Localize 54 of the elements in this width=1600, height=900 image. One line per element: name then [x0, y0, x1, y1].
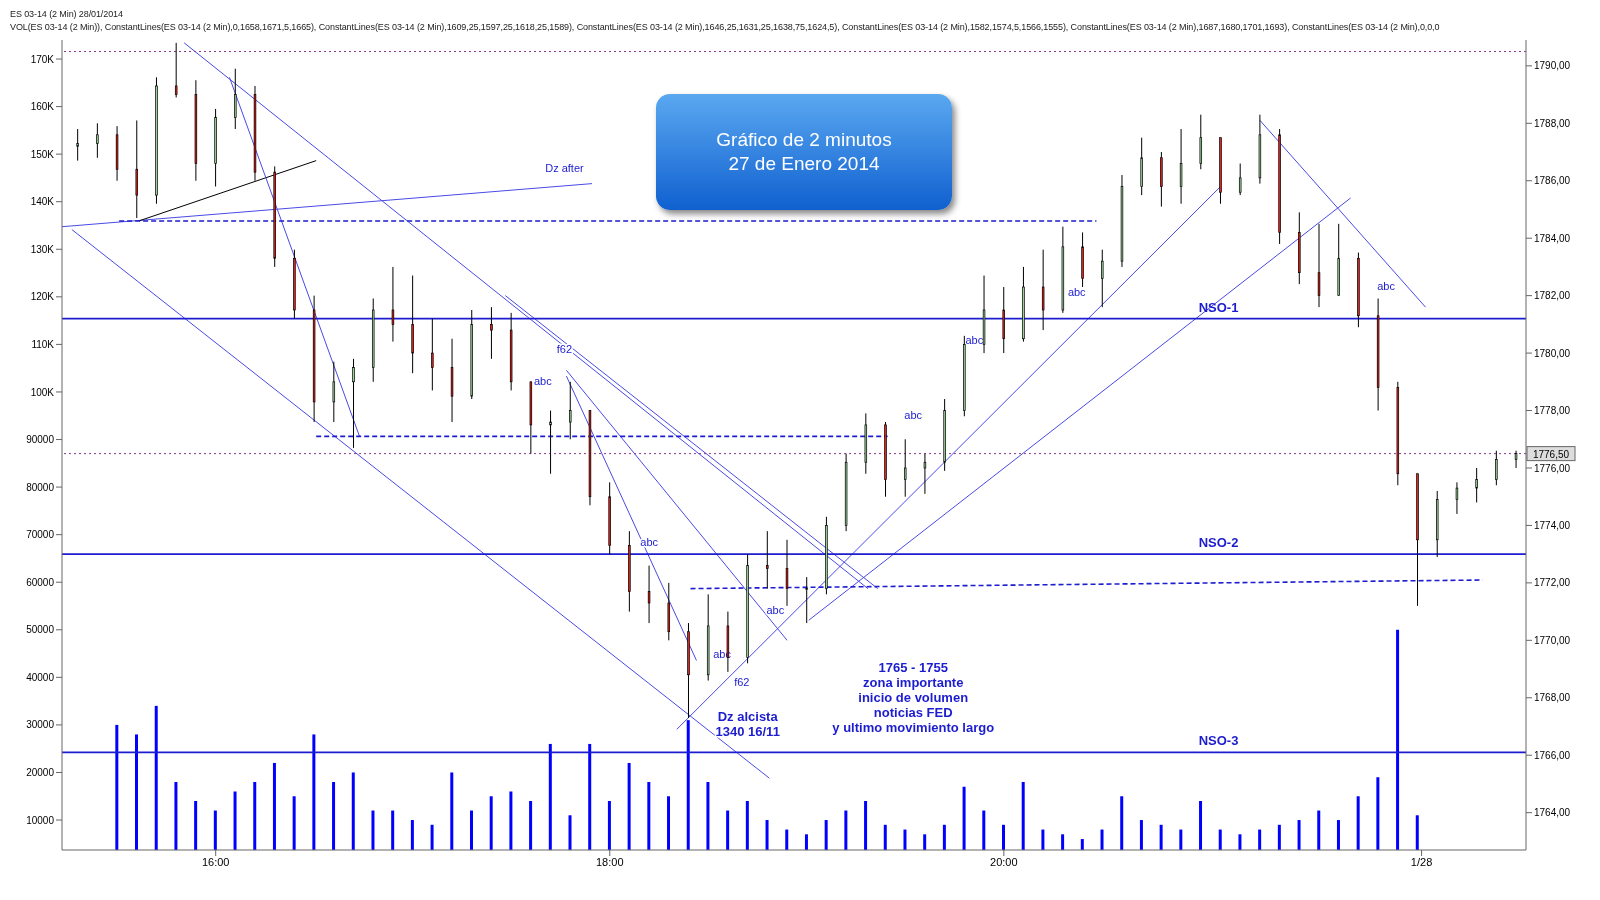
y2-tick-label: 1776,00: [1534, 462, 1571, 474]
y2-tick-label: 1772,00: [1534, 577, 1571, 589]
ref-line-label: 1776,50: [1532, 448, 1570, 460]
annotation: Dz after: [545, 162, 585, 175]
annotation: abc: [904, 409, 923, 422]
y-tick-label: 40000: [26, 671, 55, 683]
y2-tick-label: 1778,00: [1534, 405, 1571, 417]
y2-tick-label: 1774,00: [1534, 519, 1571, 531]
x-tick-label: 18:00: [596, 855, 624, 868]
y-tick-label: 30000: [26, 719, 55, 731]
annotation: abc: [1067, 285, 1087, 298]
y-tick-label: 150K: [30, 148, 55, 160]
x-tick-label: 1/28: [1410, 855, 1433, 868]
y2-tick-label: 1786,00: [1534, 175, 1571, 187]
y2-tick-label: 1766,00: [1534, 749, 1571, 761]
text: VOL(ES 03-14 (2 Min)), ConstantLines(ES 03-14 (2 Min),0,1658,1671,5,1665), ConstantLines(ES 03-14 (2 Min),1609,25,1597,25,1618,25,1589), ConstantLines(ES 03-14 (2 Min),1646,25,1631,25,1638,75,1624,5), ConstantLines(ES 03-14 (2 Min),1582,1574,5,1566,1555), ConstantLines(ES 03-14 (2 Min),1687,1680,1701,1693), ConstantLines(ES 03-14 (2 Min),0,0,0: [10, 21, 1441, 34]
y2-tick-label: 1790,00: [1534, 60, 1571, 72]
y-tick-label: 50000: [26, 624, 55, 636]
y-tick-label: 60000: [26, 576, 55, 588]
y-tick-label: 100K: [30, 386, 55, 398]
y-tick-label: 130K: [30, 243, 55, 255]
y-tick-label: 80000: [26, 481, 55, 493]
y-tick-label: 10000: [26, 814, 55, 826]
y-tick-label: 170K: [30, 53, 55, 65]
y-tick-label: 110K: [31, 338, 55, 350]
y2-tick-label: 1784,00: [1534, 232, 1571, 244]
ref-line-label: NSO-1: [1198, 299, 1239, 315]
annotation: abc: [965, 334, 984, 347]
annotation: Dz alcista 1340 16/11: [715, 708, 780, 739]
title-panel: Gráfico de 2 minutos 27 de Enero 2014: [656, 94, 952, 210]
annotation: abc: [1377, 279, 1396, 292]
y2-tick-label: 1770,00: [1534, 634, 1571, 646]
y-tick-label: 20000: [26, 767, 55, 779]
y2-tick-label: 1768,00: [1534, 692, 1571, 704]
text: ES 03-14 (2 Min) 28/01/2014: [10, 8, 124, 21]
y-tick-label: 70000: [26, 529, 55, 541]
annotation: abc: [766, 604, 785, 617]
ref-line-label: NSO-3: [1198, 733, 1239, 749]
y-tick-label: 90000: [26, 434, 55, 446]
annotation: 1765 - 1755 zona importante inicio de volumen noticias FED y ultimo movimiento largo: [832, 659, 995, 735]
annotation: f62: [556, 343, 573, 356]
y-tick-label: 120K: [30, 291, 55, 303]
y2-tick-label: 1764,00: [1534, 807, 1571, 819]
ref-line-label: NSO-2: [1198, 535, 1239, 551]
y2-tick-label: 1782,00: [1534, 290, 1571, 302]
y-tick-label: 140K: [30, 196, 55, 208]
x-tick-label: 16:00: [201, 855, 230, 868]
y2-tick-label: 1788,00: [1534, 117, 1571, 129]
x-tick-label: 20:00: [990, 855, 1018, 868]
y2-tick-label: 1780,00: [1534, 347, 1571, 359]
annotation: f62: [734, 676, 750, 689]
annotation: abc: [640, 535, 659, 548]
y-tick-label: 160K: [30, 101, 55, 113]
annotation: abc: [533, 374, 553, 387]
